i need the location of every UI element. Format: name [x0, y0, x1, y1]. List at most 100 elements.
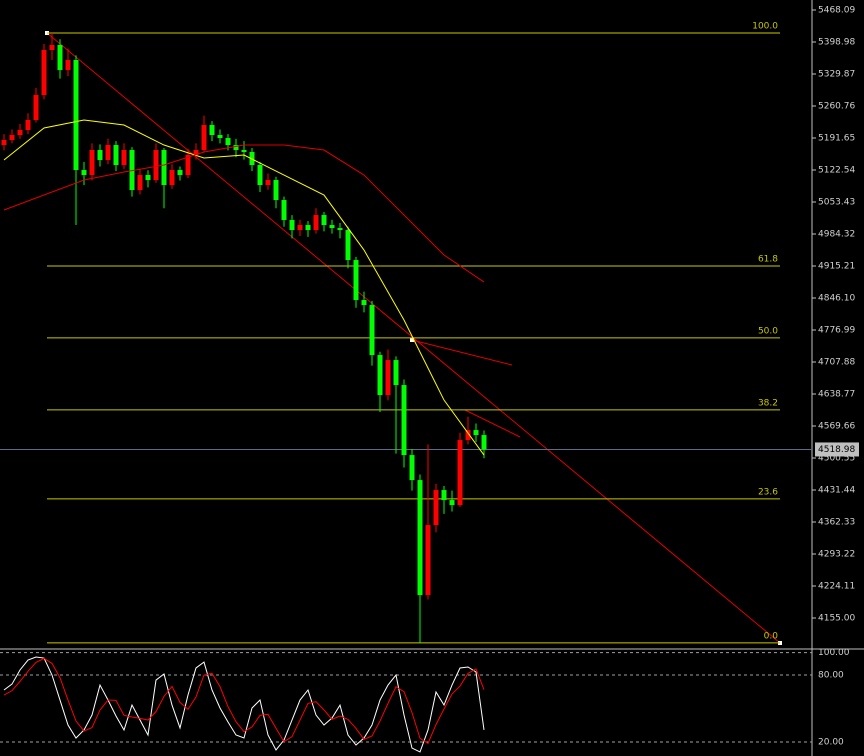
candle-body: [169, 170, 175, 186]
y-tick-label: 5398.98: [818, 38, 855, 48]
candle-body: [281, 200, 287, 221]
candle-body: [441, 490, 447, 501]
y-tick-label: 4984.32: [818, 230, 855, 240]
plot: 5468.09 5398.98 5329.87 5260.76 5191.65 5122.…: [0, 6, 859, 753]
candle-body: [113, 145, 119, 166]
candle-body: [137, 175, 143, 191]
y-tick-label: 4707.88: [818, 358, 855, 368]
candle-body: [145, 175, 151, 181]
y-tick-label: 5191.65: [818, 134, 855, 144]
candle-body: [193, 150, 199, 156]
candle-body: [73, 60, 79, 171]
candle-body: [177, 170, 183, 176]
candle-body: [97, 150, 103, 161]
fib-label: 100.0: [752, 22, 778, 32]
candle-body: [161, 150, 167, 186]
candle-body: [129, 150, 135, 191]
current-price-box: [815, 442, 859, 457]
y-tick-label: 4293.22: [818, 549, 855, 559]
trend-line: [464, 409, 521, 438]
oscillator-line: [3, 656, 485, 753]
y-tick-label: 4776.99: [818, 326, 855, 336]
candle-body: [409, 455, 415, 481]
candle-body: [433, 490, 439, 526]
fib-label: 23.6: [758, 487, 778, 497]
y-tick-label: 4362.33: [818, 517, 855, 527]
candle-body: [385, 360, 391, 396]
candle-body: [361, 300, 367, 306]
candle-body: [321, 215, 327, 226]
candle-body: [65, 60, 71, 71]
candle-body: [337, 228, 343, 231]
candle-body: [17, 130, 23, 136]
candle-body: [273, 180, 279, 201]
candle-body: [153, 150, 159, 181]
candle-body: [233, 145, 239, 151]
candle-body: [41, 50, 47, 96]
fib-label: 38.2: [758, 398, 778, 408]
y-tick-label: 4224.11: [818, 581, 855, 591]
fib-label: 61.8: [758, 254, 778, 264]
y-tick-label: 5260.76: [818, 102, 855, 112]
moving-average: [3, 144, 485, 283]
candle-body: [9, 135, 15, 141]
candle-body: [393, 360, 399, 386]
candle-body: [89, 150, 95, 176]
candle-body: [369, 305, 375, 356]
y-tick-label: 4638.77: [818, 389, 855, 399]
candle-body: [241, 150, 247, 153]
candle-body: [257, 165, 263, 186]
candle-body: [481, 435, 487, 450]
candle-body: [305, 225, 311, 231]
candle-body: [25, 120, 31, 131]
fib-label: 50.0: [758, 326, 778, 336]
trend-line: [411, 339, 513, 366]
candle-body: [225, 138, 231, 146]
candle-body: [377, 355, 383, 396]
y-tick-label: 4915.21: [818, 262, 855, 272]
candle-body: [465, 430, 471, 441]
y-tick-label: 4569.66: [818, 421, 855, 431]
candle-body: [185, 155, 191, 176]
y-tick-label: 4846.10: [818, 294, 855, 304]
candle-body: [425, 525, 431, 596]
candle-body: [57, 45, 63, 71]
y-tick-label: 4500.55: [818, 453, 855, 463]
candle-body: [209, 125, 215, 136]
candle-body: [1, 140, 7, 146]
y-tick-label: 5122.54: [818, 166, 855, 176]
candle-body: [49, 45, 55, 51]
candle-body: [297, 225, 303, 231]
candle-body: [265, 180, 271, 186]
y-tick-label: 5053.43: [818, 198, 855, 208]
y-tick-label: 4155.00: [818, 613, 855, 623]
candle-body: [353, 260, 359, 301]
candle-body: [33, 95, 39, 121]
candle-body: [473, 430, 479, 436]
candle-body: [105, 145, 111, 161]
candle-body: [217, 135, 223, 139]
anchor-point: [410, 338, 414, 342]
candle-body: [201, 125, 207, 151]
candle-body: [401, 385, 407, 456]
candle-body: [457, 440, 463, 506]
y-tick-label: 5329.87: [818, 70, 855, 80]
oscillator-line: [3, 657, 485, 745]
y-tick-label: 20.00: [818, 738, 844, 748]
candle-body: [313, 215, 319, 231]
fib-label: 0.0: [764, 631, 779, 641]
y-tick-label: 100.00: [818, 648, 850, 658]
candle-body: [81, 170, 87, 176]
y-tick-label: 5468.09: [818, 6, 855, 16]
candle-body: [289, 220, 295, 231]
candle-body: [449, 500, 455, 506]
moving-average: [3, 119, 485, 456]
candle-body: [121, 150, 127, 166]
current-price-label: 4518.98: [818, 445, 855, 455]
candle-body: [329, 225, 335, 229]
candle-body: [417, 480, 423, 596]
candle-body: [345, 230, 351, 261]
